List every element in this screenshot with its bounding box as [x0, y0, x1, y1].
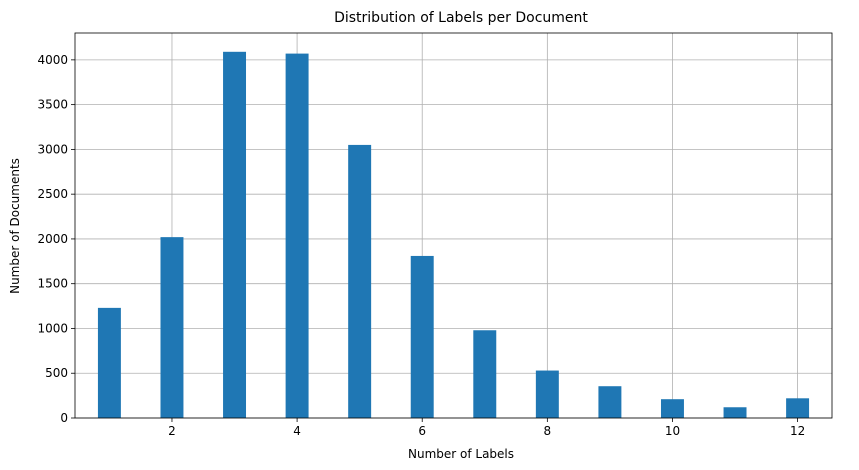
y-tick-label: 0: [60, 411, 68, 425]
x-tick-label: 8: [544, 424, 552, 438]
histogram-bar: [660, 399, 684, 418]
x-tick-label: 4: [293, 424, 301, 438]
x-tick-label: 2: [168, 424, 176, 438]
histogram-bar: [97, 307, 121, 418]
histogram-bar: [473, 330, 497, 418]
histogram-bar: [723, 407, 747, 418]
y-tick-label: 2500: [37, 187, 68, 201]
y-tick-label: 1000: [37, 321, 68, 335]
histogram-bar: [786, 398, 810, 418]
y-tick-label: 2000: [37, 232, 68, 246]
chart-title: Distribution of Labels per Document: [334, 10, 588, 26]
histogram-bar: [348, 144, 372, 418]
histogram-bar: [598, 386, 622, 418]
x-tick-label: 6: [418, 424, 426, 438]
x-tick-label: 12: [790, 424, 805, 438]
histogram-bar: [535, 370, 559, 418]
y-axis-ticks: 0 500 1000 1500 2000 2500 3000 3500 4000: [37, 53, 75, 425]
y-axis-label: Number of Documents: [8, 158, 22, 294]
y-tick-label: 3500: [37, 98, 68, 112]
x-tick-label: 10: [665, 424, 680, 438]
x-axis-label: Number of Labels: [408, 447, 514, 461]
histogram-bar: [285, 53, 309, 419]
histogram-bar: [410, 255, 434, 418]
grid-lines: [75, 33, 832, 419]
y-tick-label: 4000: [37, 53, 68, 67]
histogram-bar: [223, 51, 247, 418]
plot-frame: [74, 32, 833, 419]
x-axis-ticks: 2 4 6 8 10 12: [168, 418, 805, 438]
y-tick-label: 3000: [37, 142, 68, 156]
histogram-bar: [160, 237, 184, 418]
y-tick-label: 500: [45, 366, 68, 380]
bars: [97, 51, 810, 419]
y-tick-label: 1500: [37, 277, 68, 291]
